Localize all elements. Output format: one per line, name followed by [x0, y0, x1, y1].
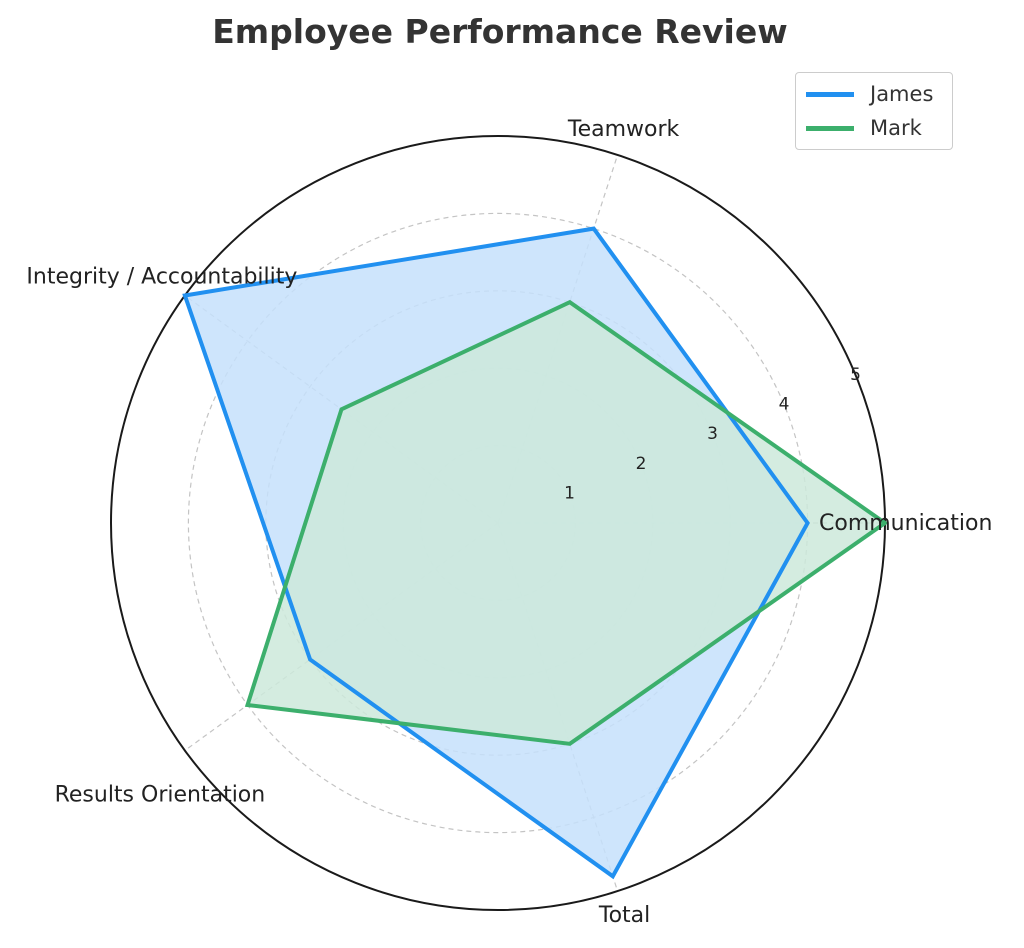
radial-tick-5: 5: [850, 365, 861, 385]
chart-title: Employee Performance Review: [212, 12, 788, 51]
radial-tick-2: 2: [636, 454, 647, 474]
radial-tick-1: 1: [564, 483, 575, 503]
legend: James Mark: [795, 72, 953, 150]
category-label-1: Teamwork: [567, 117, 680, 142]
label-layer: 1 2 3 4 5 Communication Teamwork Integrity / Ac…: [26, 117, 992, 928]
category-label-3: Results Orientation: [55, 782, 266, 807]
legend-item-mark: Mark: [806, 113, 922, 143]
legend-swatch-mark: [806, 125, 854, 131]
category-label-4: Total: [598, 903, 650, 928]
legend-label-mark: Mark: [870, 116, 922, 140]
series-layer: [182, 226, 889, 880]
radial-tick-4: 4: [779, 395, 790, 415]
legend-swatch-james: [806, 91, 854, 97]
series-line-james: [182, 226, 810, 880]
legend-label-james: James: [870, 82, 934, 106]
radial-tick-3: 3: [707, 424, 718, 444]
series-line-mark: [244, 299, 889, 746]
category-label-2: Integrity / Accountability: [26, 265, 297, 290]
category-label-0: Communication: [819, 511, 992, 536]
legend-item-james: James: [806, 79, 933, 109]
